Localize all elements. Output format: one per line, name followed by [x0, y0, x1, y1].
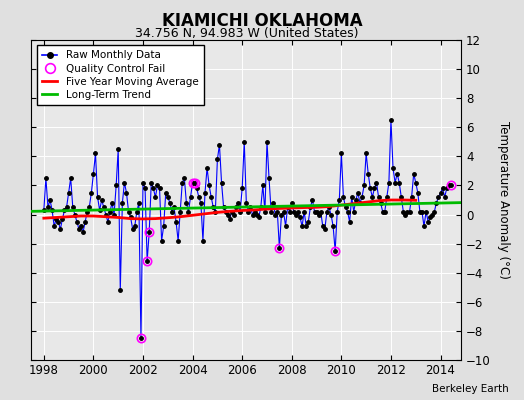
- Legend: Raw Monthly Data, Quality Control Fail, Five Year Moving Average, Long-Term Tren: Raw Monthly Data, Quality Control Fail, …: [37, 45, 204, 105]
- Title: 34.756 N, 94.983 W (United States): 34.756 N, 94.983 W (United States): [135, 27, 358, 40]
- Y-axis label: Temperature Anomaly (°C): Temperature Anomaly (°C): [497, 121, 510, 279]
- Text: KIAMICHI OKLAHOMA: KIAMICHI OKLAHOMA: [162, 12, 362, 30]
- Text: Berkeley Earth: Berkeley Earth: [432, 384, 508, 394]
